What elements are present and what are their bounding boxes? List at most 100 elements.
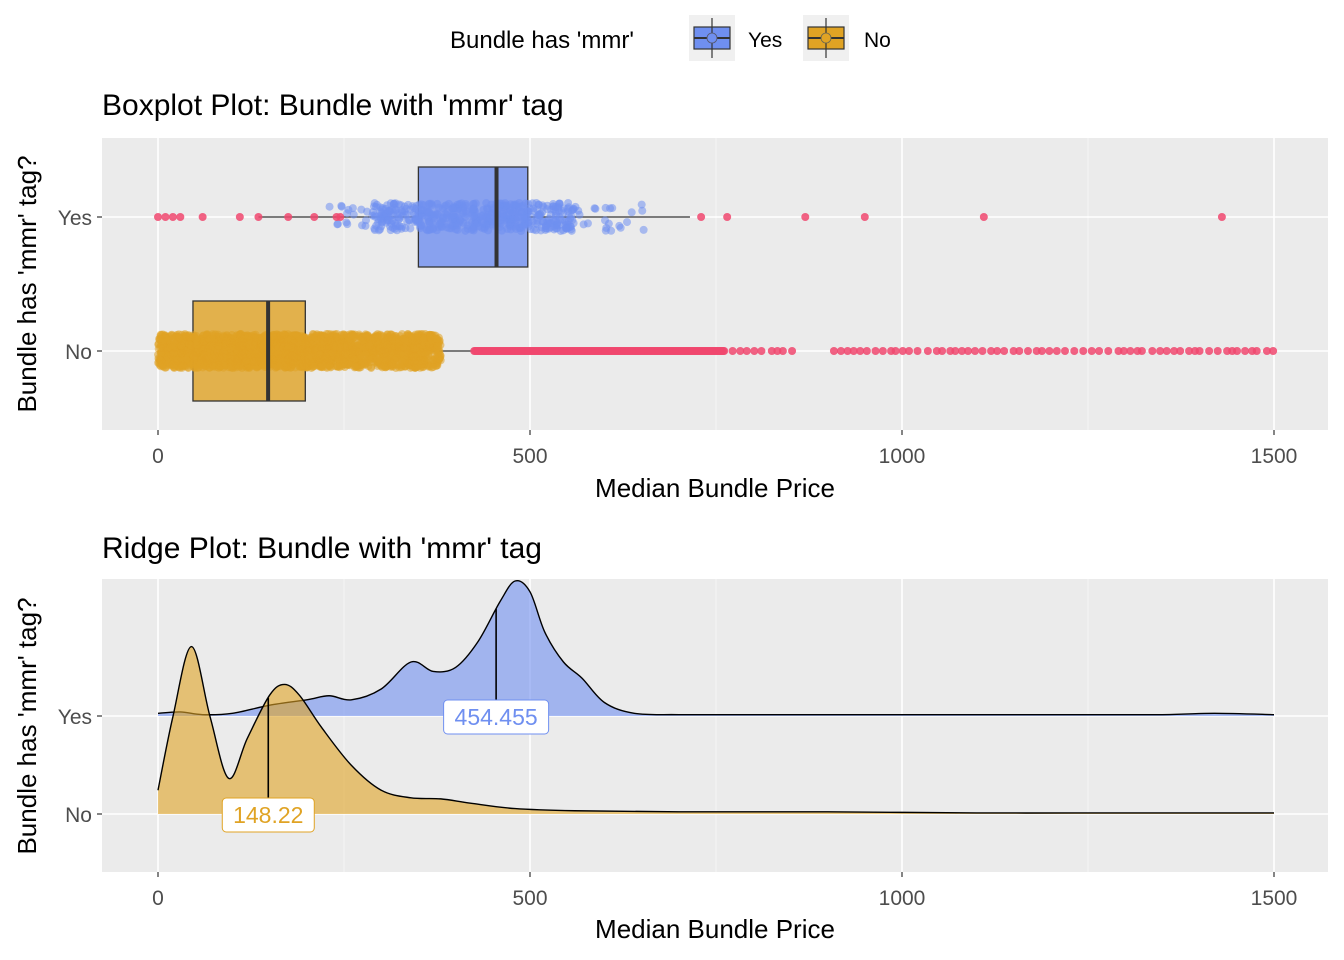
box-no-outlier xyxy=(1060,347,1069,355)
box-no-jitter-point xyxy=(274,361,283,370)
ridge-yes-area xyxy=(158,580,1274,716)
box-no-outlier xyxy=(1252,347,1261,355)
box-yes-jitter-point xyxy=(478,218,487,227)
boxplot-xtick-label: 500 xyxy=(512,445,547,468)
box-no-jitter-point xyxy=(192,331,201,340)
box-no-jitter-point xyxy=(199,331,208,340)
box-no-jitter-point xyxy=(171,356,180,365)
box-no-jitter-point xyxy=(425,342,434,351)
box-no-jitter-point xyxy=(333,362,342,371)
box-no-jitter-point xyxy=(352,340,361,349)
box-no-jitter-point xyxy=(250,333,259,342)
box-yes-jitter-point xyxy=(638,206,647,215)
box-no-outlier xyxy=(1045,347,1054,355)
box-no-outlier xyxy=(1015,347,1024,355)
ridge-xtick-label: 500 xyxy=(512,887,547,910)
box-no-outlier xyxy=(905,347,914,355)
box-no-outlier xyxy=(1262,347,1271,355)
box-no-jitter-point xyxy=(169,349,178,358)
box-no-jitter-point xyxy=(432,334,441,343)
box-yes-outlier xyxy=(168,213,177,221)
box-yes-jitter-point xyxy=(602,223,611,232)
box-no-jitter-point xyxy=(177,341,186,350)
box-no-jitter-point xyxy=(347,353,356,362)
box-no-jitter-point xyxy=(269,330,278,339)
box-no-outlier xyxy=(1195,347,1204,355)
box-no-outlier xyxy=(964,347,973,355)
box-yes-jitter-point xyxy=(424,200,433,209)
box-no-jitter-point xyxy=(329,341,338,350)
box-no-jitter-point xyxy=(164,359,173,368)
box-yes-jitter-point xyxy=(440,202,449,211)
box-yes-outlier xyxy=(336,213,345,221)
box-yes-outlier xyxy=(154,213,162,221)
box-no-outlier xyxy=(778,347,787,355)
box-no-jitter-point xyxy=(368,354,377,363)
ridge-no-median-label: 148.22 xyxy=(233,802,303,828)
ridge-title: Ridge Plot: Bundle with 'mmr' tag xyxy=(102,532,542,565)
box-no-jitter-point xyxy=(176,334,185,343)
boxplot-marks xyxy=(154,166,1278,402)
box-yes-jitter-point xyxy=(524,199,533,208)
box-no-outlier xyxy=(957,347,966,355)
box-no-jitter-point xyxy=(279,338,288,347)
box-no-outlier xyxy=(1000,347,1009,355)
box-yes-jitter-point xyxy=(368,208,377,217)
box-yes-jitter-point xyxy=(432,226,441,235)
ridge-no-outline xyxy=(157,645,1274,814)
box-yes-jitter-point xyxy=(608,204,617,213)
box-no-jitter-point xyxy=(190,363,199,372)
box-no-outlier xyxy=(862,347,871,355)
ridge-no-area xyxy=(158,646,1274,814)
box-no-jitter-point xyxy=(325,361,334,370)
box-yes-outlier xyxy=(310,213,319,221)
box-yes-jitter-point xyxy=(590,204,599,213)
box-no-outlier xyxy=(1052,347,1061,355)
box-no-outlier xyxy=(736,347,745,355)
box-no-jitter-point xyxy=(183,348,192,357)
box-no-jitter-point xyxy=(395,337,404,346)
boxplot-ytick-label: No xyxy=(65,341,92,364)
box-no-outlier xyxy=(1241,347,1250,355)
box-no-jitter-point xyxy=(408,335,417,344)
box-no-outlier xyxy=(913,347,922,355)
box-yes-jitter-point xyxy=(529,206,538,215)
box-yes-jitter-point xyxy=(497,215,506,224)
box-yes-jitter-point xyxy=(439,214,448,223)
box-no-outlier xyxy=(750,347,759,355)
box-yes-jitter-point xyxy=(516,202,525,211)
box-no-jitter-point xyxy=(388,359,397,368)
box-yes-jitter-point xyxy=(343,220,352,229)
box-no-jitter-point xyxy=(302,340,311,349)
box-yes-outlier xyxy=(979,213,988,221)
box-yes-jitter-point xyxy=(549,205,558,214)
box-no-jitter-point xyxy=(302,359,311,368)
box-no-jitter-point xyxy=(209,354,218,363)
box-no-jitter-point xyxy=(206,345,215,354)
box-yes-outlier xyxy=(284,213,293,221)
ridge-xtick-label: 0 xyxy=(152,887,164,910)
box-no-outlier xyxy=(993,347,1002,355)
box-yes-jitter-point xyxy=(555,199,564,208)
box-yes-jitter-point xyxy=(372,200,381,209)
box-yes-jitter-point xyxy=(333,219,342,228)
box-no-jitter-point xyxy=(235,342,244,351)
box-yes-jitter-point xyxy=(501,201,510,210)
box-no-jitter-point xyxy=(346,331,355,340)
boxplot-title: Boxplot Plot: Bundle with 'mmr' tag xyxy=(102,89,564,122)
box-no-jitter-point xyxy=(335,343,344,352)
boxplot-ylabel: Bundle has 'mmr' tag? xyxy=(12,155,42,412)
box-yes-jitter-point xyxy=(395,214,404,223)
box-no-outlier xyxy=(1095,347,1104,355)
legend-label-yes: Yes xyxy=(748,29,782,52)
ridge-marks: 454.455 148.22 xyxy=(157,579,1275,833)
box-yes-jitter-point xyxy=(405,216,414,225)
box-yes-jitter-point xyxy=(385,207,394,216)
legend-key-no xyxy=(803,15,849,61)
box-no-outlier xyxy=(829,347,838,355)
box-yes-jitter-point xyxy=(601,203,610,212)
box-no-jitter-point xyxy=(358,333,367,342)
box-no-jitter-point xyxy=(279,330,288,339)
box-no-outlier xyxy=(1269,347,1278,355)
box-yes-jitter-point xyxy=(449,210,458,219)
